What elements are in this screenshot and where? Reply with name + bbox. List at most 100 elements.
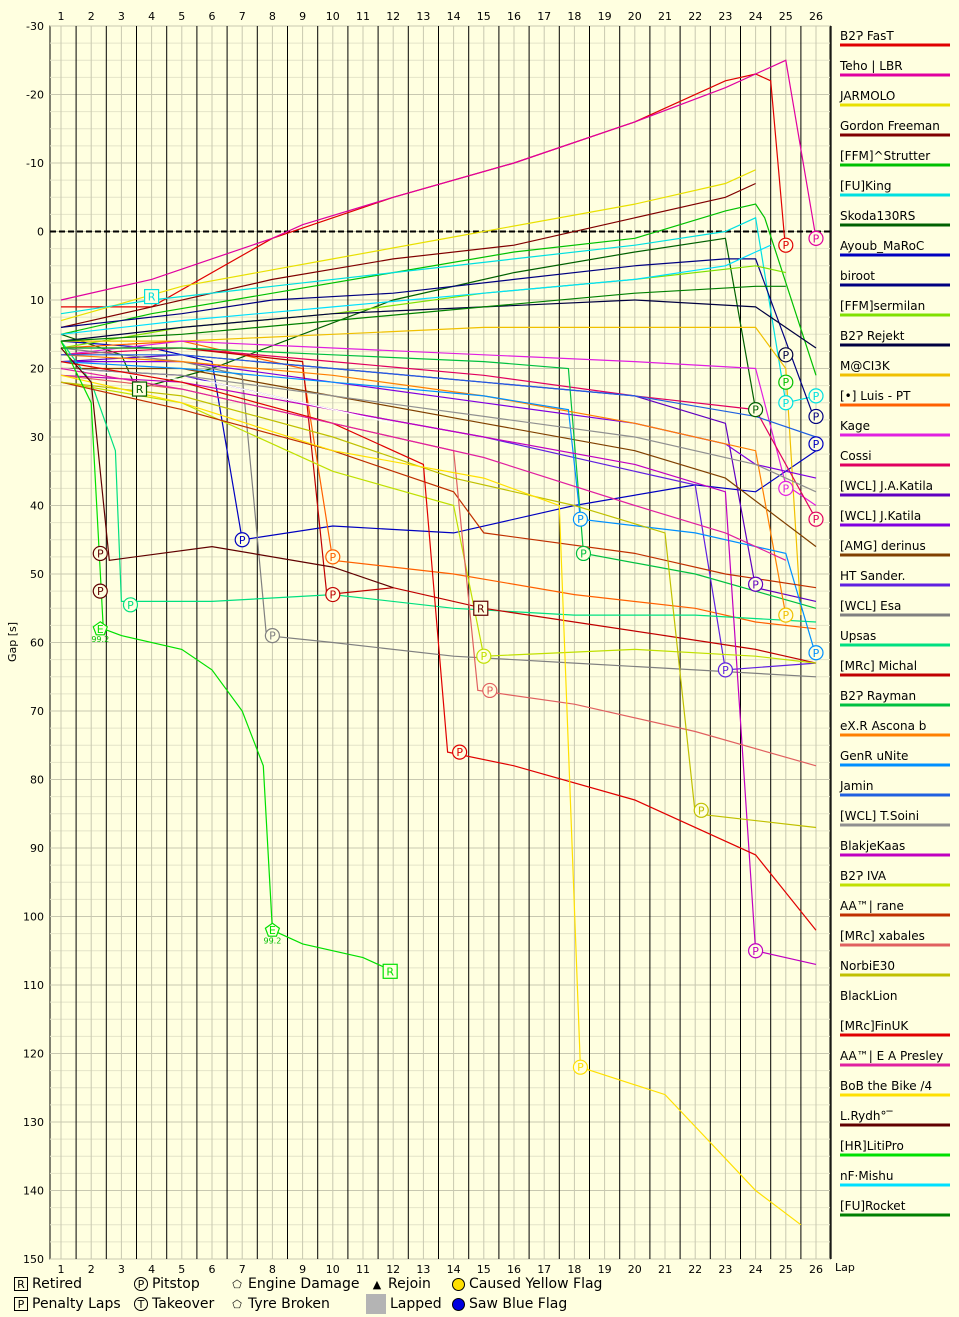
event-marker-letter: P bbox=[329, 589, 336, 602]
x-tick-label-bottom: 17 bbox=[537, 1263, 551, 1276]
y-tick-label: 40 bbox=[30, 500, 44, 513]
y-tick-label: -10 bbox=[26, 157, 44, 170]
event-marker-letter: R bbox=[148, 291, 156, 304]
x-tick-label-bottom: 19 bbox=[598, 1263, 612, 1276]
engine-damage-marker bbox=[92, 621, 108, 636]
key-engine: ⬠ Engine Damage bbox=[230, 1276, 359, 1292]
legend-entry-label: BlackLion bbox=[840, 989, 897, 1003]
x-tick-label-top: 22 bbox=[688, 10, 702, 23]
x-tick-label-top: 1 bbox=[58, 10, 65, 23]
x-tick-label-top: 3 bbox=[118, 10, 125, 23]
y-tick-label: -20 bbox=[26, 89, 44, 102]
pitstop-marker bbox=[808, 645, 824, 661]
key-takeover: T Takeover bbox=[134, 1296, 214, 1312]
event-marker-letter: P bbox=[813, 513, 820, 526]
event-marker-letter: P bbox=[782, 349, 789, 362]
pitstop-marker bbox=[808, 511, 824, 527]
event-marker-letter: R bbox=[477, 602, 485, 615]
x-tick-label-bottom: 14 bbox=[447, 1263, 461, 1276]
y-tick-label: -30 bbox=[26, 20, 44, 33]
pitstop-marker bbox=[92, 545, 108, 562]
legend-entry-label: [AMG] derinus bbox=[840, 539, 926, 553]
event-marker-letter: P bbox=[782, 376, 789, 389]
x-tick-label-bottom: 16 bbox=[507, 1263, 521, 1276]
series-line bbox=[60, 367, 394, 424]
legend-entry-label: nF·Mishu bbox=[840, 1169, 893, 1183]
legend-entry-label: eX.R Ascona b bbox=[840, 719, 926, 733]
y-tick-label: 70 bbox=[30, 705, 44, 718]
legend-entry-label: B2Ɂ Rayman bbox=[840, 689, 916, 703]
series-line bbox=[61, 347, 817, 609]
series-line bbox=[60, 381, 817, 664]
x-tick-label-top: 26 bbox=[809, 10, 823, 23]
x-tick-label-bottom: 22 bbox=[688, 1263, 702, 1276]
series-line bbox=[60, 182, 756, 328]
legend-entry-label: biroot bbox=[840, 269, 875, 283]
series-line bbox=[60, 361, 817, 931]
legend-entry-label: M@CI3K bbox=[840, 359, 891, 373]
key-tyre: ⬠ Tyre Broken bbox=[230, 1296, 330, 1312]
legend-entry-label: AA™| E A Presley bbox=[840, 1049, 943, 1063]
pitstop-marker bbox=[482, 682, 498, 699]
pitstop-marker bbox=[808, 436, 824, 452]
y-tick-label: 90 bbox=[30, 842, 44, 855]
legend-entry-label: [WCL] J.Katila bbox=[840, 509, 921, 523]
key-pitstop-label: Pitstop bbox=[152, 1276, 200, 1292]
x-tick-label-top: 17 bbox=[537, 10, 551, 23]
legend-entry-label: [WCL] Esa bbox=[840, 599, 901, 613]
series-line bbox=[60, 285, 786, 342]
y-tick-label: 0 bbox=[37, 226, 44, 239]
x-tick-label-bottom: 5 bbox=[178, 1263, 185, 1276]
x-tick-label-top: 14 bbox=[447, 10, 461, 23]
x-tick-label-bottom: 12 bbox=[386, 1263, 400, 1276]
event-marker-letter: P bbox=[577, 513, 584, 526]
pitstop-marker bbox=[778, 237, 794, 253]
event-marker-letter: P bbox=[480, 650, 487, 663]
x-tick-label-top: 21 bbox=[658, 10, 672, 23]
legend-entry-label: GenR uNite bbox=[840, 749, 908, 763]
series-line bbox=[60, 347, 394, 589]
x-tick-label-top: 18 bbox=[567, 10, 581, 23]
pitstop-marker bbox=[476, 648, 492, 664]
pitstop-marker bbox=[325, 586, 341, 603]
y-tick-label: 110 bbox=[23, 979, 44, 992]
event-marker-letter: P bbox=[752, 945, 759, 958]
legend-entry-label: Cossi bbox=[840, 449, 872, 463]
series-line bbox=[60, 367, 817, 493]
x-tick-label-bottom: 7 bbox=[239, 1263, 246, 1276]
pitstop-marker bbox=[572, 511, 589, 527]
pitstop-marker bbox=[234, 532, 250, 548]
x-tick-label-top: 12 bbox=[386, 10, 400, 23]
series-line bbox=[60, 374, 802, 1226]
pitstop-marker bbox=[717, 662, 734, 678]
series-line bbox=[61, 347, 817, 664]
legend-entry-label: [•] Luis - PT bbox=[840, 389, 911, 403]
pitstop-marker bbox=[92, 583, 108, 599]
pitstop-marker bbox=[693, 802, 709, 818]
x-tick-label-bottom: 8 bbox=[269, 1263, 276, 1276]
series-line bbox=[60, 367, 817, 671]
retired-marker bbox=[144, 288, 160, 305]
pitstop-marker bbox=[808, 230, 824, 246]
legend-entry-label: L.Rydh°‾ bbox=[840, 1109, 894, 1123]
x-tick-label-top: 2 bbox=[88, 10, 95, 23]
x-tick-label-bottom: 13 bbox=[416, 1263, 430, 1276]
event-marker-letter: P bbox=[269, 630, 276, 643]
series-line bbox=[60, 374, 817, 965]
lapped-icon bbox=[366, 1294, 386, 1314]
key-penalty: P Penalty Laps bbox=[14, 1296, 121, 1312]
y-tick-label: 30 bbox=[30, 431, 44, 444]
x-tick-label-top: 25 bbox=[779, 10, 793, 23]
legend-entry-label: NorbiE30 bbox=[840, 959, 895, 973]
series-line bbox=[60, 244, 771, 335]
x-tick-label-bottom: 20 bbox=[628, 1263, 642, 1276]
x-tick-label-bottom: 25 bbox=[779, 1263, 793, 1276]
x-tick-label-bottom: 18 bbox=[567, 1263, 581, 1276]
series-line bbox=[60, 381, 817, 829]
legend-entry-label: [MRc]FinUK bbox=[840, 1019, 909, 1033]
x-tick-label-bottom: 15 bbox=[477, 1263, 491, 1276]
legend-entry-label: [HR]LitiPro bbox=[840, 1139, 904, 1153]
event-marker-letter: P bbox=[577, 1061, 584, 1074]
yellow-flag-icon bbox=[452, 1277, 465, 1291]
